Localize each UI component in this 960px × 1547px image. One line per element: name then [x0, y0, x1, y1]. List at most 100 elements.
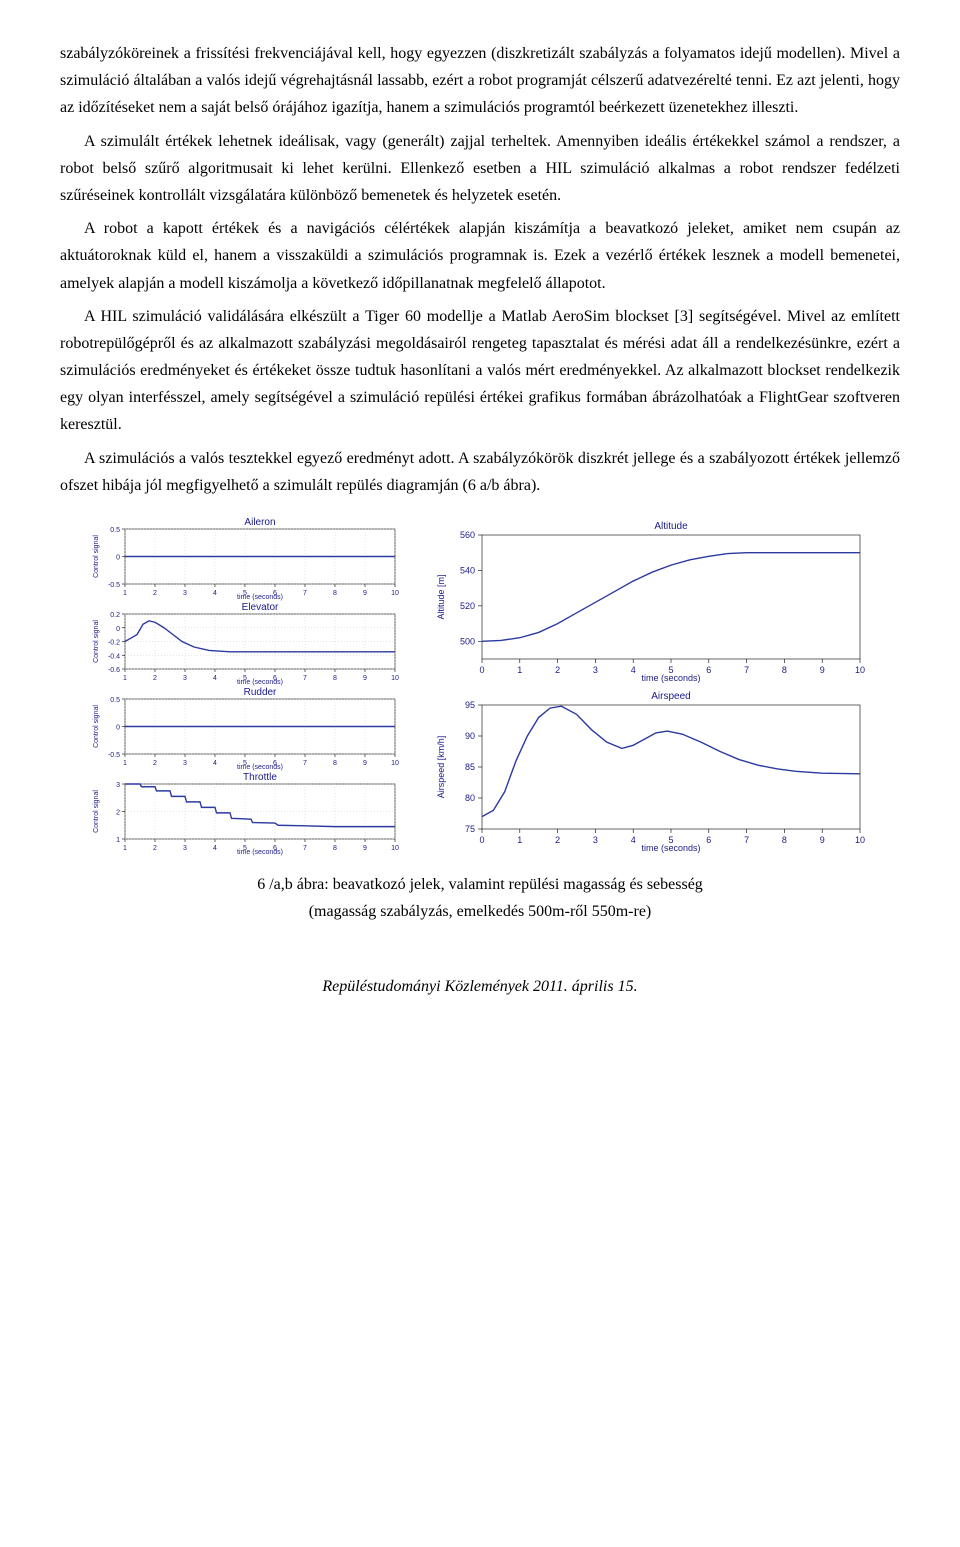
svg-text:time (seconds): time (seconds) — [237, 849, 283, 856]
svg-text:0: 0 — [116, 725, 120, 732]
svg-text:1: 1 — [123, 675, 127, 682]
caption-line2: (magasság szabályzás, emelkedés 500m-ről… — [309, 903, 652, 920]
svg-text:1: 1 — [116, 837, 120, 844]
svg-text:time (seconds): time (seconds) — [237, 679, 283, 686]
svg-text:7: 7 — [303, 675, 307, 682]
svg-text:Airspeed: Airspeed — [651, 691, 690, 702]
svg-text:2: 2 — [555, 835, 560, 845]
svg-text:10: 10 — [855, 665, 865, 675]
svg-text:9: 9 — [820, 665, 825, 675]
paragraph-5: A szimulációs a valós tesztekkel egyező … — [60, 445, 900, 499]
svg-text:2: 2 — [153, 675, 157, 682]
svg-text:8: 8 — [333, 590, 337, 597]
svg-text:-0.5: -0.5 — [108, 752, 120, 759]
figure-6a: Aileron12345678910-0.500.5time (seconds)… — [90, 517, 400, 857]
svg-text:Throttle: Throttle — [243, 772, 277, 783]
svg-text:9: 9 — [820, 835, 825, 845]
svg-text:10: 10 — [391, 845, 399, 852]
svg-text:1: 1 — [123, 845, 127, 852]
svg-text:3: 3 — [593, 665, 598, 675]
svg-text:8: 8 — [782, 665, 787, 675]
svg-text:time (seconds): time (seconds) — [237, 764, 283, 771]
svg-text:9: 9 — [363, 845, 367, 852]
svg-text:4: 4 — [213, 845, 217, 852]
svg-text:0.5: 0.5 — [110, 697, 120, 704]
svg-text:Control signal: Control signal — [93, 705, 100, 748]
svg-text:10: 10 — [391, 675, 399, 682]
svg-text:1: 1 — [123, 590, 127, 597]
svg-text:3: 3 — [183, 675, 187, 682]
paragraph-3: A robot a kapott értékek és a navigációs… — [60, 215, 900, 297]
svg-text:80: 80 — [465, 793, 475, 803]
svg-text:90: 90 — [465, 731, 475, 741]
figure-6b: Altitude012345678910500520540560time (se… — [430, 517, 870, 857]
svg-text:Airspeed [km/h]: Airspeed [km/h] — [436, 736, 446, 799]
svg-text:8: 8 — [333, 845, 337, 852]
svg-text:1: 1 — [517, 835, 522, 845]
svg-text:2: 2 — [555, 665, 560, 675]
svg-text:0: 0 — [116, 626, 120, 633]
paragraph-2: A szimulált értékek lehetnek ideálisak, … — [60, 128, 900, 210]
svg-text:0.5: 0.5 — [110, 527, 120, 534]
figure-block: Aileron12345678910-0.500.5time (seconds)… — [60, 517, 900, 857]
svg-text:3: 3 — [183, 845, 187, 852]
svg-text:Aileron: Aileron — [244, 517, 275, 528]
svg-text:6: 6 — [706, 665, 711, 675]
svg-text:3: 3 — [116, 782, 120, 789]
paragraph-1: szabályzóköreinek a frissítési frekvenci… — [60, 40, 900, 122]
svg-text:Altitude [m]: Altitude [m] — [436, 574, 446, 619]
svg-text:4: 4 — [631, 665, 636, 675]
svg-text:7: 7 — [303, 845, 307, 852]
svg-text:2: 2 — [153, 760, 157, 767]
svg-text:2: 2 — [153, 590, 157, 597]
svg-text:95: 95 — [465, 700, 475, 710]
svg-text:time (seconds): time (seconds) — [641, 673, 700, 683]
svg-text:0: 0 — [116, 555, 120, 562]
svg-text:time (seconds): time (seconds) — [237, 594, 283, 601]
svg-text:7: 7 — [744, 665, 749, 675]
svg-text:4: 4 — [631, 835, 636, 845]
caption-line1: 6 /a,b ábra: beavatkozó jelek, valamint … — [257, 876, 703, 893]
svg-text:0: 0 — [479, 835, 484, 845]
page-footer: Repüléstudományi Közlemények 2011. ápril… — [60, 973, 900, 1000]
svg-text:4: 4 — [213, 760, 217, 767]
svg-text:1: 1 — [517, 665, 522, 675]
svg-text:6: 6 — [706, 835, 711, 845]
svg-text:Elevator: Elevator — [242, 602, 279, 613]
svg-text:8: 8 — [782, 835, 787, 845]
svg-text:0: 0 — [479, 665, 484, 675]
svg-text:4: 4 — [213, 675, 217, 682]
svg-text:-0.2: -0.2 — [108, 640, 120, 647]
svg-text:9: 9 — [363, 675, 367, 682]
svg-text:8: 8 — [333, 760, 337, 767]
svg-text:0.2: 0.2 — [110, 612, 120, 619]
svg-text:540: 540 — [460, 565, 475, 575]
svg-text:time (seconds): time (seconds) — [641, 843, 700, 853]
svg-text:2: 2 — [153, 845, 157, 852]
altitude-airspeed-chart: Altitude012345678910500520540560time (se… — [430, 517, 870, 857]
svg-text:7: 7 — [303, 760, 307, 767]
svg-text:2: 2 — [116, 810, 120, 817]
svg-text:-0.5: -0.5 — [108, 582, 120, 589]
svg-text:3: 3 — [183, 590, 187, 597]
svg-text:Rudder: Rudder — [244, 687, 277, 698]
svg-text:3: 3 — [183, 760, 187, 767]
svg-text:7: 7 — [303, 590, 307, 597]
svg-text:9: 9 — [363, 760, 367, 767]
svg-text:-0.4: -0.4 — [108, 653, 120, 660]
svg-text:8: 8 — [333, 675, 337, 682]
svg-text:Control signal: Control signal — [93, 620, 100, 663]
svg-text:75: 75 — [465, 824, 475, 834]
svg-text:3: 3 — [593, 835, 598, 845]
svg-text:560: 560 — [460, 530, 475, 540]
svg-text:-0.6: -0.6 — [108, 667, 120, 674]
svg-text:9: 9 — [363, 590, 367, 597]
svg-text:7: 7 — [744, 835, 749, 845]
svg-text:500: 500 — [460, 636, 475, 646]
svg-text:1: 1 — [123, 760, 127, 767]
figure-caption: 6 /a,b ábra: beavatkozó jelek, valamint … — [60, 871, 900, 925]
svg-text:520: 520 — [460, 601, 475, 611]
svg-text:4: 4 — [213, 590, 217, 597]
svg-text:10: 10 — [391, 590, 399, 597]
svg-text:10: 10 — [391, 760, 399, 767]
